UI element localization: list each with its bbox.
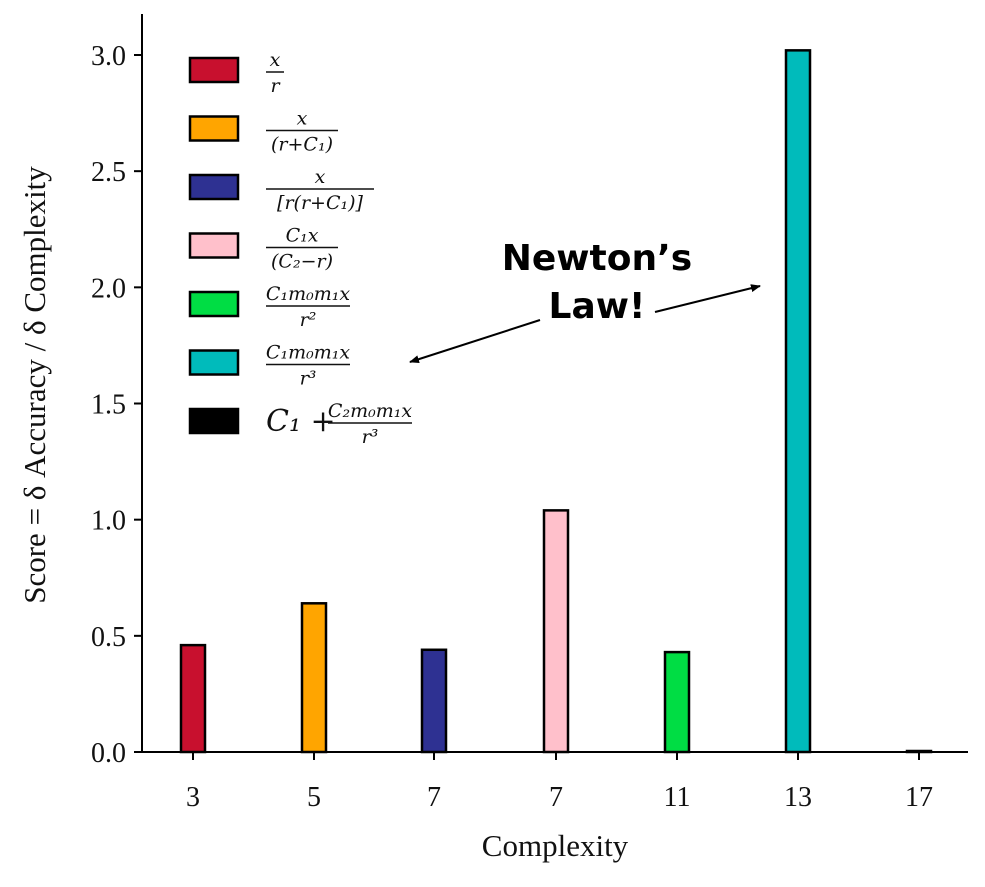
y-axis-ticks: 0.0 0.5 1.0 1.5 2.0 2.5 3.0 — [91, 41, 142, 769]
legend-entry: C₁ +C₂m₀m₁x r³ — [266, 400, 412, 448]
legend-numerator: C₂m₀m₁x — [328, 400, 412, 422]
y-axis-label: Score = δ Accuracy / δ Complexity — [17, 166, 52, 604]
x-tick-label: 17 — [905, 782, 933, 813]
x-tick-label: 13 — [784, 782, 812, 813]
legend-swatch — [188, 115, 240, 142]
legend-numerator: x — [315, 166, 326, 188]
y-tick-label: 0.0 — [91, 738, 126, 769]
legend-swatch — [188, 290, 240, 318]
x-axis-label: Complexity — [482, 828, 629, 863]
y-tick-label: 1.5 — [91, 390, 126, 421]
annotation-line-1: Newton’s — [502, 238, 692, 279]
x-tick-label: 7 — [549, 782, 563, 813]
bar — [784, 49, 812, 754]
y-tick-label: 3.0 — [91, 41, 126, 72]
bars-group — [179, 49, 933, 754]
y-tick-label: 2.5 — [91, 157, 126, 188]
x-tick-label: 3 — [186, 782, 200, 813]
y-tick-label: 1.0 — [91, 506, 126, 537]
legend-swatch — [188, 173, 240, 201]
bar — [300, 602, 328, 754]
legend-numerator: C₁m₀m₁x — [266, 283, 350, 305]
legend-numerator: C₁m₀m₁x — [266, 342, 350, 364]
legend-entry: C₁m₀m₁x r³ — [266, 342, 350, 390]
legend-numerator: x — [270, 49, 281, 71]
legend-entry: C₁x (C₂−r) — [266, 225, 338, 273]
annotation-arrow-left — [409, 319, 541, 364]
legend-denominator: r³ — [300, 368, 317, 390]
x-axis-ticks: 3 5 7 7 11 13 17 — [186, 752, 933, 813]
legend-entry: xr — [266, 49, 284, 97]
legend-denominator: (C₂−r) — [271, 251, 333, 273]
legend-denominator: [r(r+C₁)] — [277, 192, 363, 214]
x-tick-label: 5 — [307, 782, 321, 813]
legend-swatch — [188, 349, 240, 376]
legend-denominator: r³ — [362, 426, 379, 448]
bar — [420, 648, 448, 754]
annotation: Newton’s Law! — [409, 238, 761, 364]
legend-prefix: C₁ + — [266, 404, 336, 439]
legend: xrx(r+C₁)x[r(r+C₁)]C₁x(C₂−r)C₁m₀m₁xr²C₁m… — [188, 49, 412, 448]
bar — [542, 509, 570, 754]
legend-denominator: r — [270, 75, 281, 97]
bar — [179, 643, 207, 754]
annotation-arrow-right — [654, 284, 761, 313]
y-tick-label: 0.5 — [91, 622, 126, 653]
legend-numerator: C₁x — [286, 225, 319, 247]
legend-entry: x [r(r+C₁)] — [266, 166, 374, 214]
x-tick-label: 11 — [664, 782, 691, 813]
y-tick-label: 2.0 — [91, 273, 126, 304]
x-tick-label: 7 — [427, 782, 441, 813]
legend-swatch — [188, 407, 240, 435]
legend-denominator: (r+C₁) — [271, 134, 333, 156]
bar — [663, 650, 691, 754]
legend-denominator: r² — [300, 309, 317, 331]
legend-numerator: x — [297, 108, 308, 130]
legend-swatch — [188, 232, 240, 259]
legend-swatch — [188, 56, 240, 84]
legend-entry: x (r+C₁) — [266, 108, 338, 156]
legend-entry: C₁m₀m₁x r² — [266, 283, 350, 331]
annotation-line-2: Law! — [549, 286, 646, 327]
